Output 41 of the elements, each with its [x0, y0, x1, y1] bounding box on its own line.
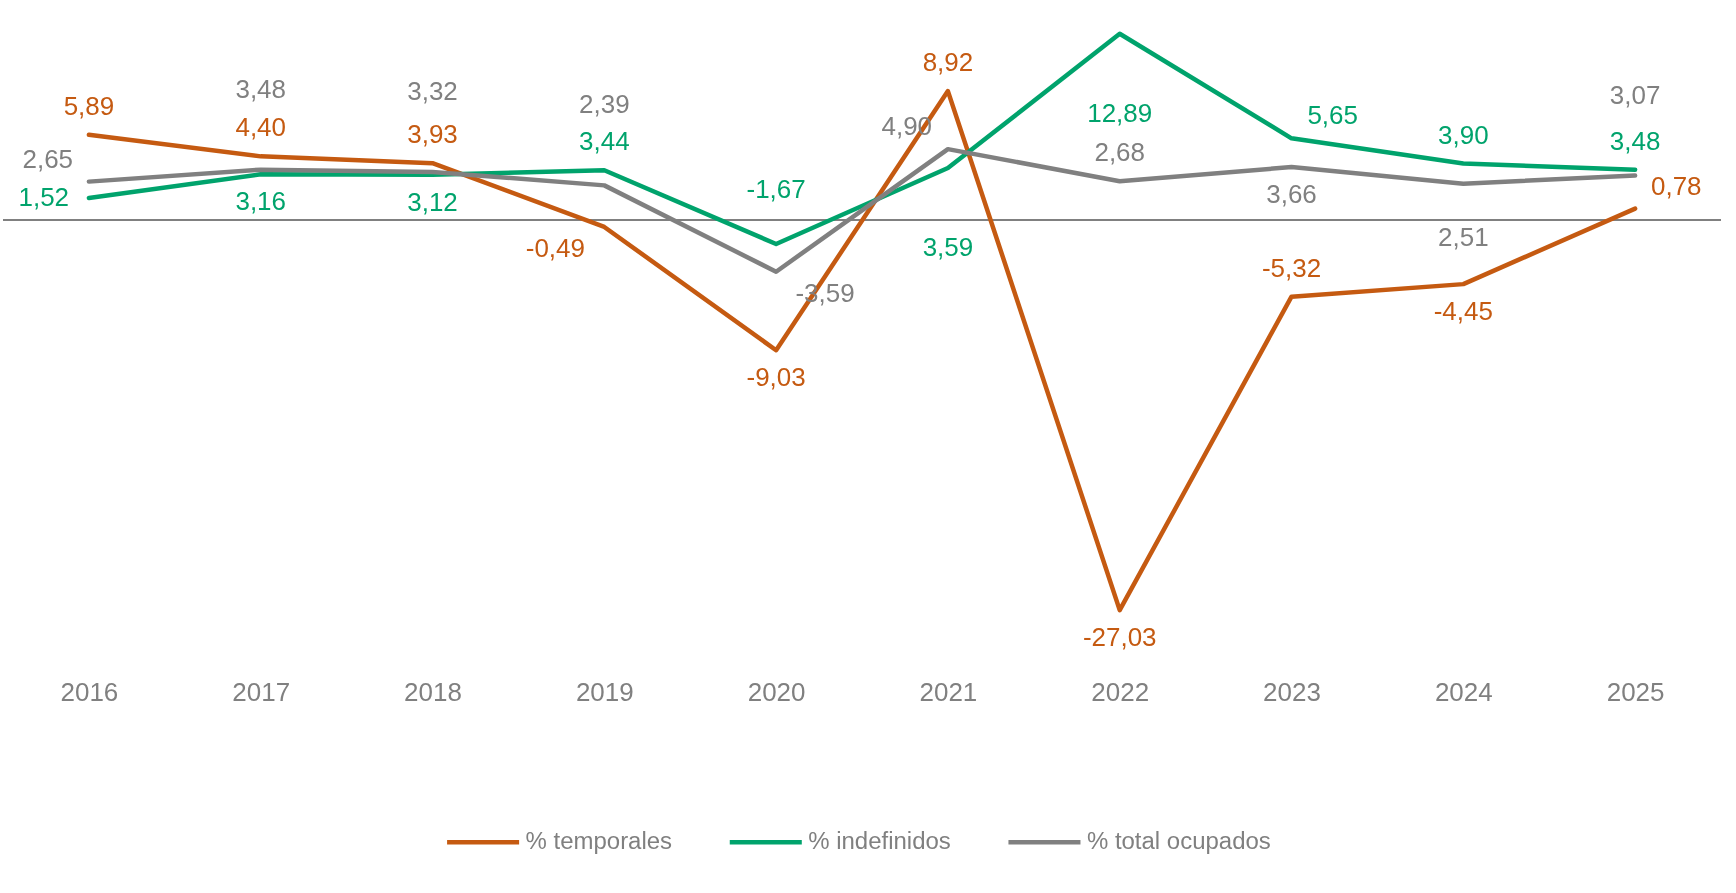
- data-label: 5,65: [1307, 100, 1358, 131]
- data-label: -0,49: [525, 232, 585, 263]
- x-tick-label: 2024: [1434, 677, 1493, 708]
- data-label: 5,89: [63, 90, 115, 121]
- data-label: 3,93: [407, 119, 458, 150]
- data-label: 3,48: [235, 73, 286, 104]
- data-label: 3,16: [235, 186, 286, 217]
- data-label: 2,39: [579, 89, 630, 120]
- data-label: 3,44: [579, 126, 630, 157]
- data-label: 4,40: [235, 112, 286, 143]
- legend-label: % temporales: [525, 827, 673, 855]
- data-label: -9,03: [746, 362, 806, 393]
- data-label: 3,12: [407, 186, 458, 217]
- data-label: 8,92: [922, 47, 974, 78]
- data-label: -4,45: [1433, 296, 1493, 327]
- data-label: 0,78: [1651, 170, 1702, 201]
- legend-label: % indefinidos: [808, 827, 951, 855]
- data-label: 3,48: [1609, 125, 1661, 156]
- x-tick-label: 2020: [747, 677, 806, 708]
- data-label: -1,67: [746, 174, 806, 205]
- data-label: 3,66: [1266, 179, 1317, 209]
- data-label: 3,07: [1609, 79, 1661, 110]
- data-label: 2,51: [1438, 221, 1489, 252]
- data-label: 2,68: [1094, 137, 1145, 168]
- data-label: 12,89: [1087, 97, 1153, 128]
- data-label: 3,32: [407, 76, 458, 107]
- data-label: -27,03: [1082, 622, 1157, 653]
- legend-label: % total ocupados: [1086, 827, 1271, 855]
- x-tick-label: 2019: [575, 677, 634, 708]
- data-label: 1,52: [18, 181, 70, 212]
- x-tick-label: 2017: [232, 677, 291, 708]
- x-tick-label: 2021: [919, 677, 978, 708]
- x-tick-label: 2016: [60, 677, 119, 708]
- x-tick-label: 2022: [1091, 677, 1150, 708]
- x-tick-label: 2023: [1263, 677, 1321, 708]
- data-label: 2,65: [22, 143, 74, 174]
- x-tick-label: 2025: [1606, 677, 1665, 708]
- x-tick-label: 2018: [404, 677, 462, 708]
- data-label: -5,32: [1261, 252, 1322, 283]
- data-label: 3,59: [922, 231, 974, 262]
- data-label: 3,90: [1438, 119, 1489, 150]
